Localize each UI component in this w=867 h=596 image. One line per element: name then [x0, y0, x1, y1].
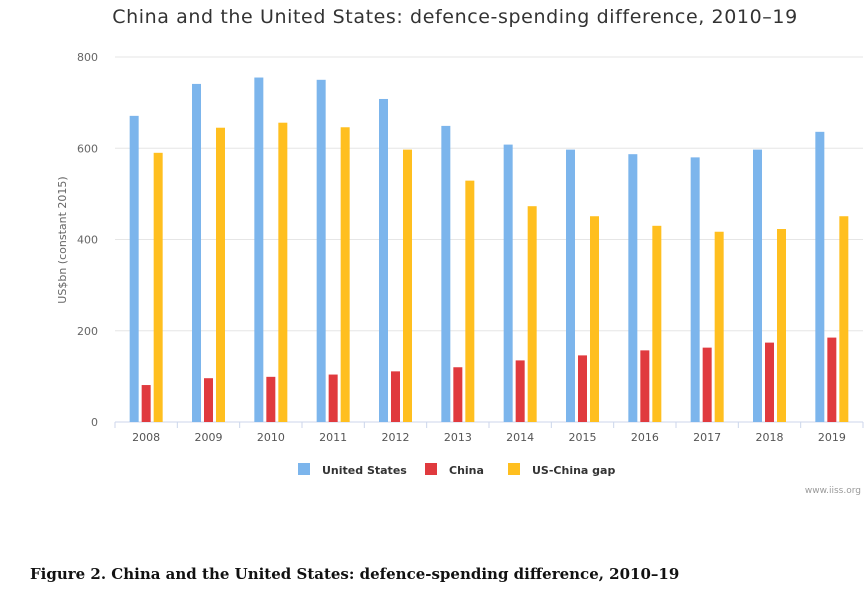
bar-china [141, 385, 151, 422]
bar-us-china-gap [714, 231, 724, 422]
y-tick-label: 0 [91, 416, 98, 429]
bar-china [453, 367, 463, 422]
bar-us-china-gap [590, 216, 599, 422]
legend-item-us-china-gap[interactable]: US-China gap [508, 463, 615, 477]
x-tick-label: 2017 [693, 431, 721, 444]
bar-us-china-gap [527, 206, 537, 422]
x-tick-label: 2019 [818, 431, 846, 444]
credit-text: www.iiss.org [804, 486, 861, 496]
legend-label: United States [322, 464, 407, 477]
x-tick-label: 2009 [195, 431, 223, 444]
bar-china [827, 337, 837, 422]
bar-united-states [254, 77, 264, 422]
y-axis-ticks: 0 200 400 600 800 [77, 51, 98, 429]
y-axis-label: US$bn (constant 2015) [56, 176, 69, 303]
bar-china [515, 360, 525, 422]
figure-caption: Figure 2. China and the United States: d… [30, 565, 680, 583]
bar-united-states [566, 149, 575, 422]
x-tick-label: 2013 [444, 431, 472, 444]
bar-us-china-gap [153, 152, 163, 422]
x-tick-label: 2012 [382, 431, 410, 444]
bar-us-china-gap [403, 149, 412, 422]
legend-item-china[interactable]: China [425, 463, 484, 477]
x-tick-label: 2011 [319, 431, 347, 444]
chart-title: China and the United States: defence-spe… [112, 6, 798, 28]
x-tick-label: 2010 [257, 431, 285, 444]
x-axis-ticks: 2008 2009 2010 2011 2012 2013 2014 2015 2016 2017… [114, 422, 864, 444]
bars [129, 77, 849, 423]
bar-united-states [379, 98, 388, 422]
bar-united-states [503, 144, 513, 422]
x-tick-label: 2018 [756, 431, 784, 444]
bar-us-china-gap [216, 127, 225, 422]
bar-us-china-gap [777, 229, 786, 422]
bar-us-china-gap [652, 225, 662, 422]
bar-united-states [316, 79, 326, 422]
legend-label: China [449, 464, 484, 477]
bar-united-states [129, 115, 139, 422]
grid-lines [115, 56, 863, 423]
bar-united-states [690, 157, 700, 422]
bar-united-states [441, 125, 451, 423]
y-tick-label: 600 [77, 142, 98, 155]
legend-swatch [425, 463, 437, 475]
bar-china [204, 378, 213, 422]
x-tick-label: 2008 [132, 431, 160, 444]
bar-china [765, 342, 774, 422]
legend-item-united-states[interactable]: United States [298, 463, 407, 477]
x-tick-label: 2014 [506, 431, 534, 444]
bar-united-states [628, 154, 638, 422]
bar-us-china-gap [278, 122, 288, 422]
bar-china [640, 350, 650, 422]
legend-swatch [508, 463, 520, 475]
y-tick-label: 800 [77, 51, 98, 64]
x-tick-label: 2015 [569, 431, 597, 444]
legend: United States China US-China gap [298, 463, 615, 477]
bar-china [702, 347, 712, 422]
y-tick-label: 200 [77, 325, 98, 338]
legend-swatch [298, 463, 310, 475]
bar-china [391, 371, 400, 422]
legend-label: US-China gap [532, 464, 615, 477]
bar-us-china-gap [465, 180, 475, 422]
bar-united-states [192, 83, 201, 422]
bar-us-china-gap [340, 127, 350, 422]
x-tick-label: 2016 [631, 431, 659, 444]
bar-us-china-gap [839, 216, 849, 422]
bar-united-states [753, 149, 762, 422]
bar-china [328, 374, 338, 422]
bar-china [266, 376, 276, 422]
bar-china [578, 355, 587, 422]
y-tick-label: 400 [77, 234, 98, 247]
bar-united-states [815, 131, 825, 422]
